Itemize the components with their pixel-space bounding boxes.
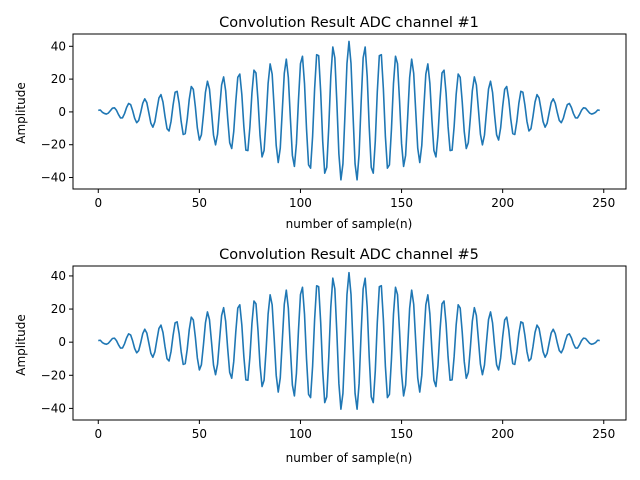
y-tick-label: −40: [41, 401, 66, 415]
y-tick-label: 0: [58, 105, 66, 119]
x-tick-label: 200: [491, 427, 514, 441]
chart-title: Convolution Result ADC channel #1: [219, 15, 479, 31]
x-axis-label: number of sample(n): [286, 451, 413, 465]
series-line: [98, 271, 600, 410]
x-axis-label: number of sample(n): [286, 217, 413, 231]
subplot-channel-5: Convolution Result ADC channel #5 0 50 100…: [14, 247, 627, 465]
subplot-channel-1: Convolution Result ADC channel #1 0 50 100…: [14, 15, 627, 231]
y-tick-label: 20: [51, 72, 66, 86]
y-tick-label: 40: [51, 39, 66, 53]
x-tick-label: 250: [592, 427, 615, 441]
x-tick-label: 150: [390, 427, 413, 441]
x-tick-label: 0: [94, 196, 102, 210]
x-tick-label: 0: [94, 427, 102, 441]
x-tick-label: 100: [289, 196, 312, 210]
x-tick-label: 50: [192, 196, 207, 210]
x-tick-label: 50: [192, 427, 207, 441]
x-tick-label: 250: [592, 196, 615, 210]
x-tick-label: 100: [289, 427, 312, 441]
y-tick-label: 40: [51, 269, 66, 283]
x-tick-label: 150: [390, 196, 413, 210]
y-tick-label: −40: [41, 171, 66, 185]
y-axis-label: Amplitude: [14, 82, 28, 144]
y-tick-label: −20: [41, 138, 66, 152]
y-tick-label: 20: [51, 302, 66, 316]
y-tick-label: 0: [58, 335, 66, 349]
y-axis-label: Amplitude: [14, 314, 28, 376]
plot-area: 0 50 100 150 200 250 −40 −20 0 20 40: [41, 265, 627, 441]
chart-title: Convolution Result ADC channel #5: [219, 247, 479, 263]
y-tick-label: −20: [41, 368, 66, 382]
series-line: [98, 40, 600, 181]
plot-area: 0 50 100 150 200 250 −40 −20 0 20 40: [41, 33, 627, 210]
axes-frame: [72, 265, 627, 421]
x-tick-label: 200: [491, 196, 514, 210]
